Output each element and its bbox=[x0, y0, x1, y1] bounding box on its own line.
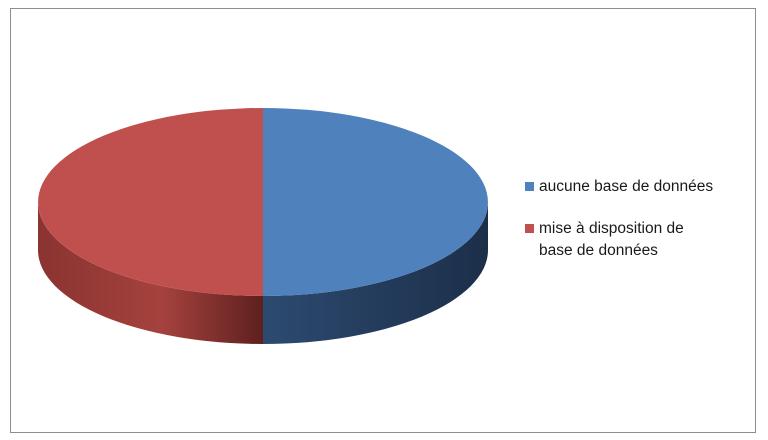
pie-slice-1 bbox=[38, 108, 264, 296]
legend-swatch-blue bbox=[525, 182, 534, 191]
legend-label: aucune base de données bbox=[539, 178, 714, 195]
pie-slice-side-0 bbox=[263, 202, 488, 344]
legend-item-mise-a-disposition: mise à disposition de base de données bbox=[525, 218, 755, 262]
pie-slice-side-1 bbox=[38, 202, 263, 344]
legend-swatch-red bbox=[525, 224, 534, 233]
legend: aucune base de données mise à dispositio… bbox=[525, 176, 755, 262]
legend-item-aucune-base: aucune base de données bbox=[525, 176, 755, 198]
pie-slice-0 bbox=[263, 108, 488, 296]
legend-label: mise à disposition de base de données bbox=[539, 220, 684, 259]
